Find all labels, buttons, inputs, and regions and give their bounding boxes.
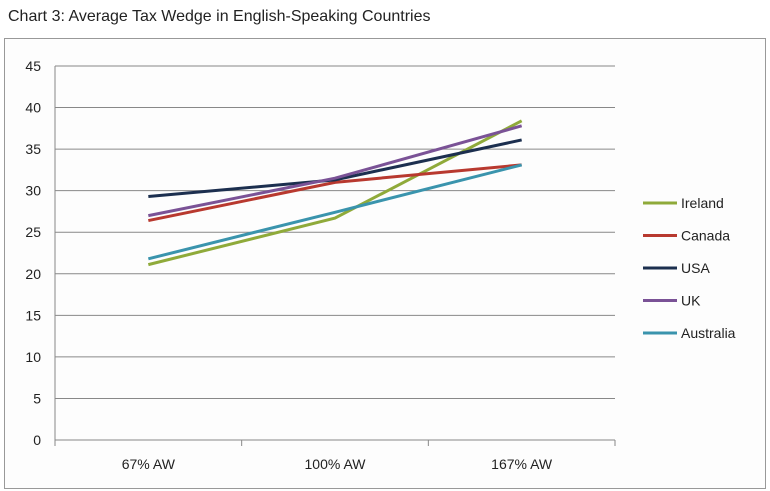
series-line-australia (147, 163, 523, 261)
legend-label: UK (681, 293, 701, 309)
y-tick-label: 5 (33, 390, 41, 406)
x-tick-label: 67% AW (122, 456, 176, 472)
series-line-canada (148, 163, 522, 223)
series-line-usa (148, 138, 522, 198)
x-tick-label: 100% AW (305, 456, 367, 472)
x-tick-label: 167% AW (491, 456, 553, 472)
y-tick-label: 20 (25, 266, 41, 282)
legend-label: Australia (681, 325, 736, 341)
series-line-uk (148, 124, 523, 218)
y-tick-label: 25 (25, 224, 41, 240)
y-tick-label: 15 (25, 307, 41, 323)
y-tick-label: 40 (25, 100, 41, 116)
legend-label: Canada (681, 228, 730, 244)
y-tick-label: 10 (25, 349, 41, 365)
legend-label: USA (681, 260, 710, 276)
chart-title: Chart 3: Average Tax Wedge in English-Sp… (8, 8, 431, 25)
y-tick-label: 0 (33, 432, 41, 448)
y-tick-label: 45 (25, 58, 41, 74)
chart-frame (4, 38, 766, 489)
legend-label: Ireland (681, 195, 724, 211)
y-tick-label: 35 (25, 141, 41, 157)
y-tick-label: 30 (25, 183, 41, 199)
